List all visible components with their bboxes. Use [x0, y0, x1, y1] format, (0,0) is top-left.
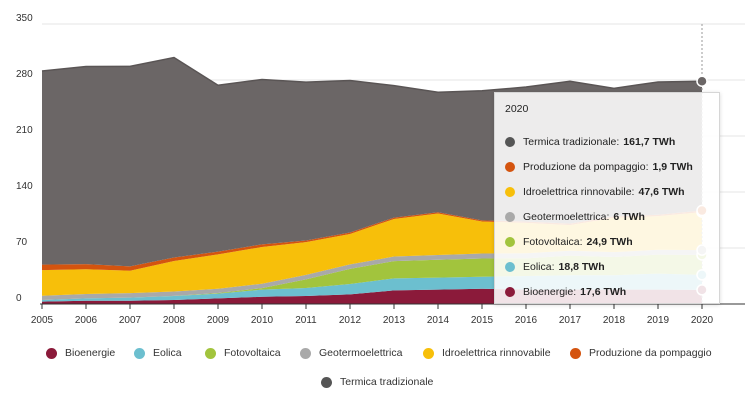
legend-item-produzione-da-pompaggio[interactable]: Produzione da pompaggio: [570, 346, 712, 360]
legend-dot: [134, 347, 145, 359]
tooltip-value: 1,9 TWh: [652, 161, 693, 173]
tooltip-value: 161,7 TWh: [623, 136, 676, 148]
tooltip-dot: [505, 162, 515, 172]
legend-label: Eolica: [153, 347, 182, 359]
tooltip-label: Idroelettrica rinnovabile:: [523, 186, 635, 198]
x-tick-label: 2020: [691, 315, 714, 326]
y-tick-label: 70: [16, 237, 28, 248]
y-tick-label: 140: [16, 181, 33, 192]
legend-item-geotermoelettrica[interactable]: Geotermoelettrica: [300, 346, 402, 360]
legend-item-idroelettrica-rinnovabile[interactable]: Idroelettrica rinnovabile: [423, 346, 551, 360]
tooltip-row: Bioenergie: 17,6 TWh: [505, 285, 626, 299]
legend-dot: [570, 347, 581, 359]
legend-label: Fotovoltaica: [224, 347, 281, 359]
x-tick-label: 2017: [559, 315, 582, 326]
tooltip-value: 6 TWh: [613, 211, 645, 223]
x-tick-label: 2006: [75, 315, 98, 326]
tooltip-row: Eolica: 18,8 TWh: [505, 260, 605, 274]
x-tick-label: 2005: [31, 315, 54, 326]
tooltip-row: Fotovoltaica: 24,9 TWh: [505, 235, 633, 249]
x-tick-label: 2016: [515, 315, 538, 326]
legend-label: Termica tradizionale: [340, 376, 434, 388]
legend-dot: [205, 347, 216, 359]
legend-dot: [321, 376, 332, 388]
y-tick-label: 210: [16, 125, 33, 136]
legend-label: Bioenergie: [65, 347, 116, 359]
tooltip-value: 47,6 TWh: [638, 186, 685, 198]
x-tick-label: 2007: [119, 315, 142, 326]
x-tick-label: 2013: [383, 315, 406, 326]
tooltip-dot: [505, 187, 515, 197]
tooltip-dot: [505, 212, 515, 222]
y-tick-label: 280: [16, 69, 33, 80]
tooltip-value: 24,9 TWh: [586, 236, 633, 248]
area-top-outline: [41, 56, 703, 93]
legend-item-fotovoltaica[interactable]: Fotovoltaica: [205, 346, 281, 360]
x-tick-label: 2011: [295, 315, 317, 326]
tooltip-row: Geotermoelettrica: 6 TWh: [505, 210, 645, 224]
x-tick-label: 2014: [427, 315, 450, 326]
tooltip-dot: [505, 262, 515, 272]
tooltip-value: 18,8 TWh: [558, 261, 605, 273]
legend-dot: [423, 347, 434, 359]
tooltip-dot: [505, 237, 515, 247]
legend-item-eolica[interactable]: Eolica: [134, 346, 182, 360]
x-tick-label: 2015: [471, 315, 494, 326]
tooltip-title: 2020: [505, 103, 529, 115]
axes: 0 70 140 210 280 350 2005 2006 2007 2008 2009 2010 2…: [16, 13, 745, 326]
tooltip-row: Produzione da pompaggio: 1,9 TWh: [505, 160, 693, 174]
hover-marker-termica-tradizionale: [696, 75, 708, 87]
tooltip-row: Termica tradizionale: 161,7 TWh: [505, 135, 675, 149]
tooltip: 2020 Termica tradizionale: 161,7 TWh Produ…: [494, 92, 720, 304]
y-tick-label: 0: [16, 293, 22, 304]
legend-dot: [46, 347, 57, 359]
tooltip-dot: [505, 137, 515, 147]
tooltip-label: Termica tradizionale:: [523, 136, 620, 148]
tooltip-label: Eolica:: [523, 261, 555, 273]
legend-item-bioenergie[interactable]: Bioenergie: [46, 346, 115, 360]
tooltip-value: 17,6 TWh: [580, 286, 627, 298]
x-tick-label: 2010: [251, 315, 274, 326]
x-tick-label: 2008: [163, 315, 186, 326]
legend-dot: [300, 347, 311, 359]
y-tick-label: 350: [16, 13, 33, 24]
x-tick-label: 2012: [339, 315, 362, 326]
tooltip-label: Produzione da pompaggio:: [523, 161, 649, 173]
x-tick-label: 2009: [207, 315, 230, 326]
legend-item-termica-tradizionale[interactable]: Termica tradizionale: [321, 375, 433, 389]
x-tick-label: 2019: [647, 315, 670, 326]
x-tick-label: 2018: [603, 315, 626, 326]
tooltip-label: Geotermoelettrica:: [523, 211, 610, 223]
tooltip-row: Idroelettrica rinnovabile: 47,6 TWh: [505, 185, 685, 199]
tooltip-label: Bioenergie:: [523, 286, 577, 298]
legend-label: Produzione da pompaggio: [589, 347, 712, 359]
legend-label: Geotermoelettrica: [319, 347, 403, 359]
tooltip-label: Fotovoltaica:: [523, 236, 583, 248]
legend-label: Idroelettrica rinnovabile: [442, 347, 551, 359]
area-produzione-da-pompaggio[interactable]: [42, 210, 702, 271]
tooltip-dot: [505, 287, 515, 297]
